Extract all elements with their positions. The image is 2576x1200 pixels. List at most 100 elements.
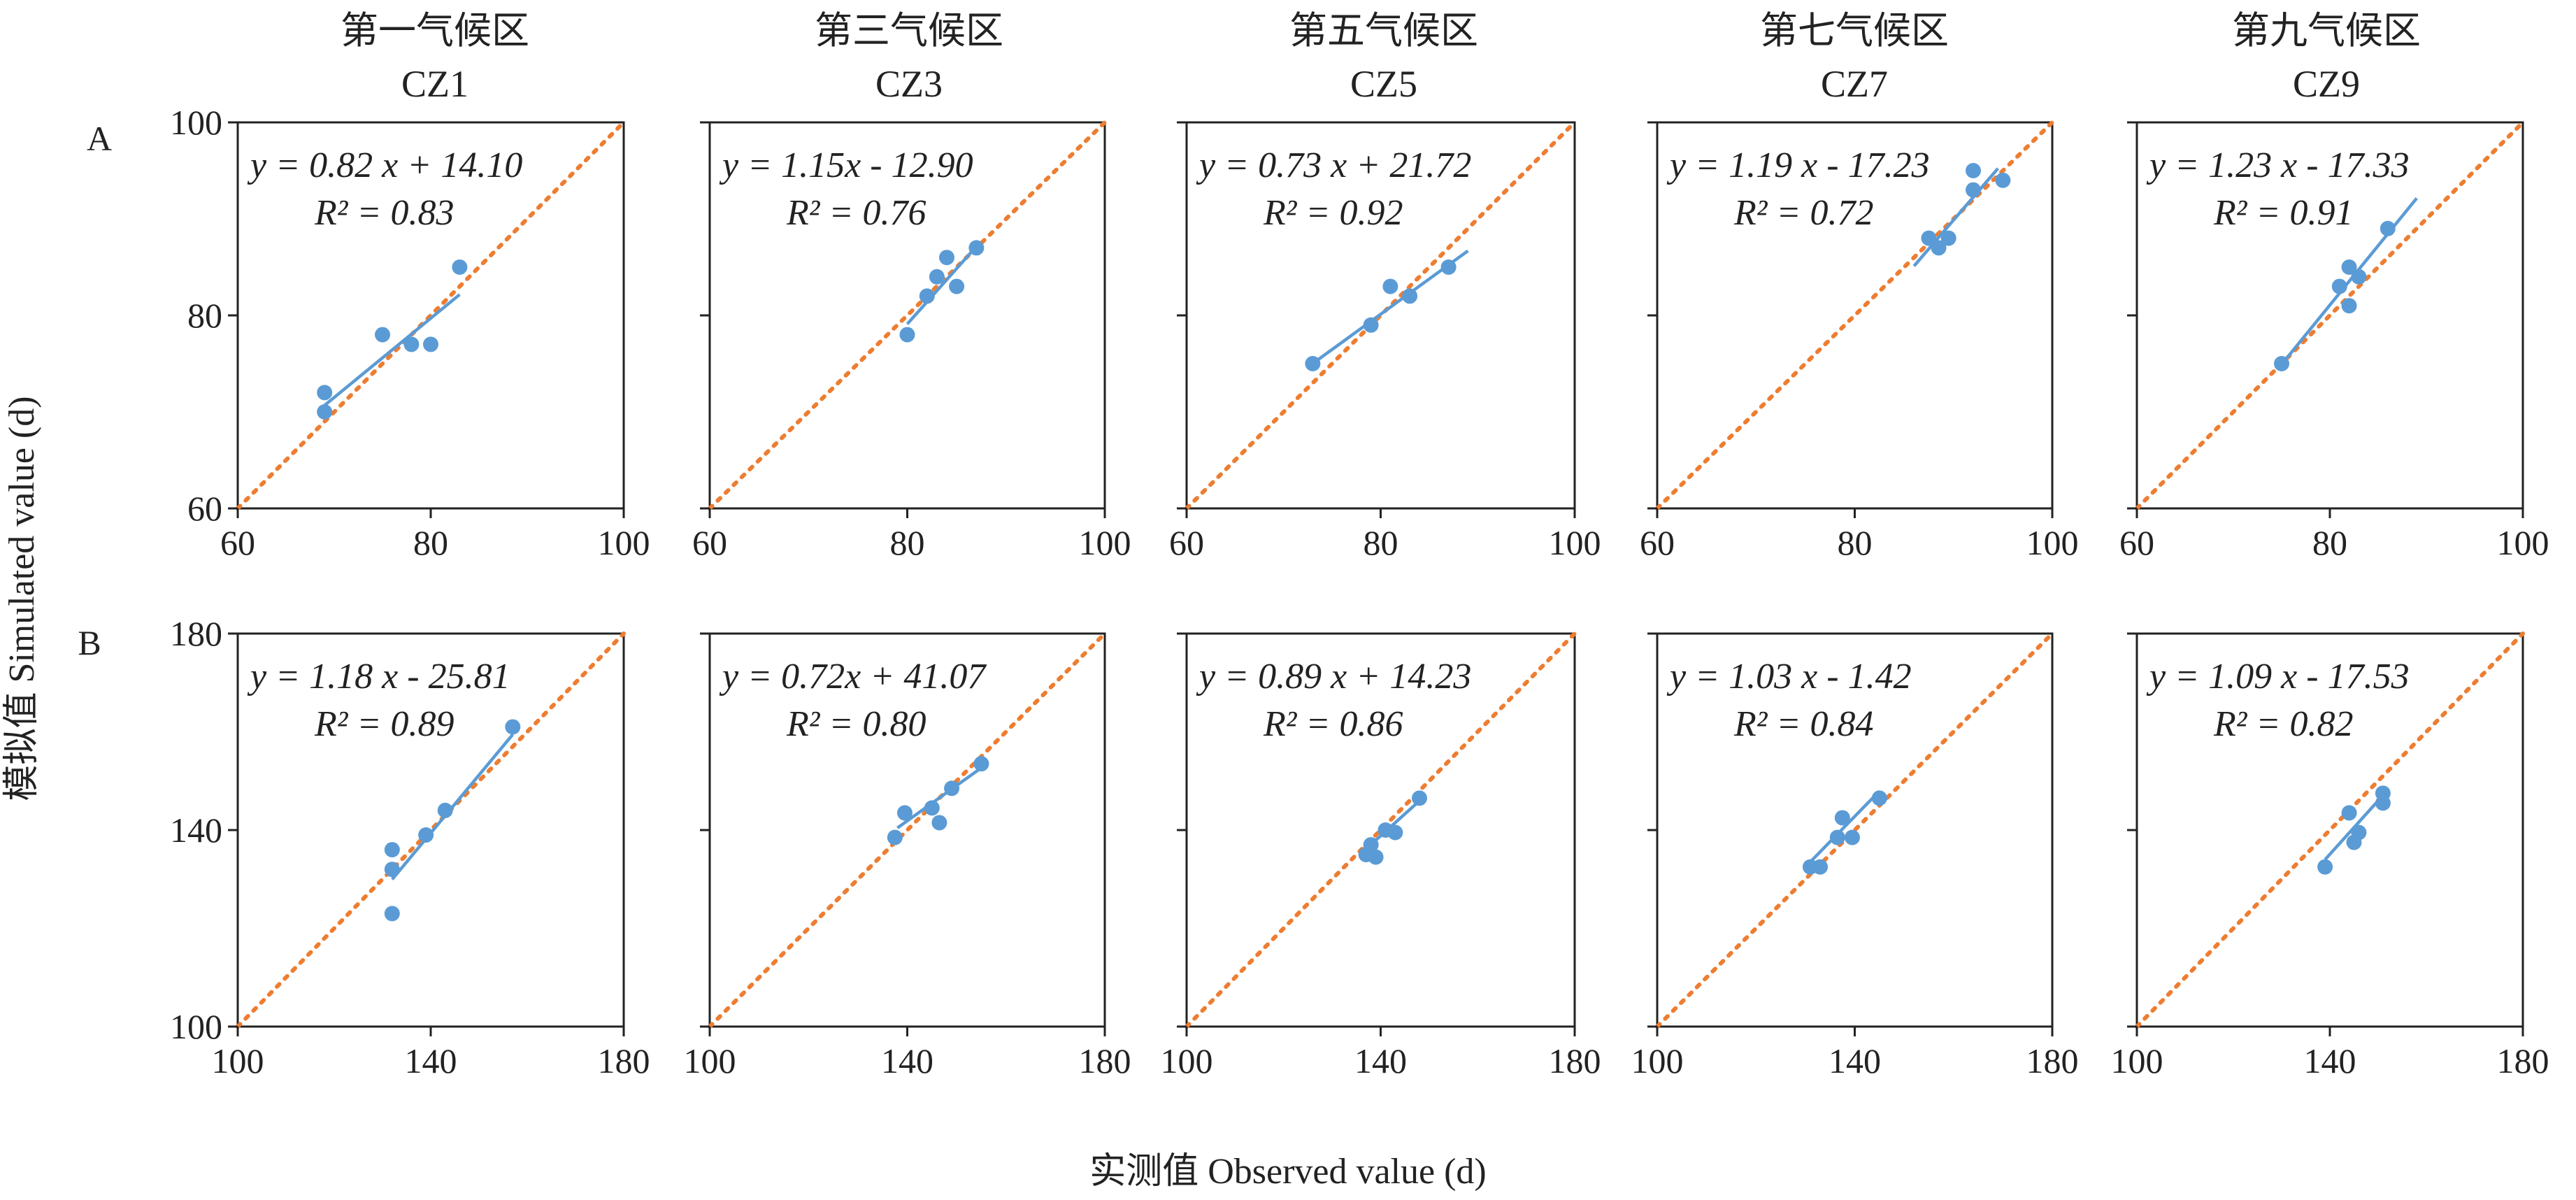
x-tick-label: 100 xyxy=(1549,523,1601,562)
x-tick-label: 180 xyxy=(2497,1041,2549,1080)
data-point xyxy=(2341,805,2357,821)
data-point xyxy=(899,327,915,343)
regression-equation: y = 0.73 x + 21.72 xyxy=(1196,145,1471,185)
one-to-one-line xyxy=(2135,120,2525,510)
column-header-cz1-code: CZ1 xyxy=(401,63,468,105)
column-header-cz5-cn: 第五气候区 xyxy=(1289,10,1478,52)
regression-line xyxy=(1912,167,2000,267)
data-point xyxy=(1829,829,1845,845)
panel-a-cz5: 60 80 100 y = 0.73 x + 21.72 R² = 0.92 xyxy=(1169,120,1601,562)
panel-b-cz7: 100 140 180 y = 1.03 x - 1.42 R² = 0.84 xyxy=(1631,631,2079,1080)
data-point xyxy=(2375,785,2391,801)
x-tick-label: 80 xyxy=(890,523,925,562)
data-point xyxy=(384,842,400,858)
r-squared: R² = 0.82 xyxy=(2213,704,2353,744)
one-to-one-line xyxy=(708,120,1107,510)
regression-equation: y = 0.89 x + 14.23 xyxy=(1196,657,1471,697)
data-point xyxy=(2341,298,2357,314)
regression-equation: y = 0.72x + 41.07 xyxy=(719,657,987,697)
x-tick-label: 180 xyxy=(598,1041,650,1080)
x-tick-label: 100 xyxy=(212,1041,264,1080)
column-header-cz7-code: CZ7 xyxy=(1821,63,1888,105)
regression-equation: y = 1.15x - 12.90 xyxy=(719,145,973,185)
one-to-one-line xyxy=(1185,631,1577,1029)
r-squared: R² = 0.89 xyxy=(314,704,454,744)
regression-equation: y = 1.19 x - 17.23 xyxy=(1666,145,1930,185)
data-point xyxy=(505,719,521,735)
regression-equation: y = 1.18 x - 25.81 xyxy=(247,657,510,697)
data-point xyxy=(1440,259,1457,275)
r-squared: R² = 0.91 xyxy=(2213,193,2353,233)
x-tick-label: 100 xyxy=(598,523,650,562)
one-to-one-line xyxy=(1655,631,2054,1029)
x-tick-label: 60 xyxy=(2119,523,2154,562)
r-squared: R² = 0.80 xyxy=(786,704,926,744)
data-point xyxy=(1363,837,1379,853)
data-point xyxy=(1812,859,1829,875)
one-to-one-line xyxy=(2135,631,2525,1029)
column-header-cz3-cn: 第三气候区 xyxy=(815,10,1003,52)
column-header-cz5-code: CZ5 xyxy=(1350,63,1417,105)
data-point xyxy=(931,815,947,831)
data-point xyxy=(929,269,945,285)
y-tick-label: 60 xyxy=(187,489,222,528)
x-tick-label: 100 xyxy=(1079,523,1131,562)
data-point xyxy=(1931,240,1947,256)
x-tick-label: 60 xyxy=(692,523,727,562)
data-point xyxy=(2380,220,2396,236)
y-axis-title: 模拟值 Simulated value (d) xyxy=(2,396,42,801)
data-point xyxy=(1834,810,1850,826)
x-tick-label: 100 xyxy=(1161,1041,1213,1080)
r-squared: R² = 0.86 xyxy=(1263,704,1403,744)
panel-a-cz7: 60 80 100 y = 1.19 x - 17.23 R² = 0.72 xyxy=(1640,120,2079,562)
regression-equation: y = 1.03 x - 1.42 xyxy=(1666,657,1912,697)
data-point xyxy=(1305,356,1321,371)
column-header-cz1-cn: 第一气候区 xyxy=(341,10,529,52)
data-point xyxy=(1995,172,2011,188)
data-point xyxy=(1966,182,1981,198)
regression-equation: y = 0.82 x + 14.10 xyxy=(247,145,522,185)
x-tick-label: 140 xyxy=(405,1041,457,1080)
panel-a-cz3: 60 80 100 y = 1.15x - 12.90 R² = 0.76 xyxy=(692,120,1131,562)
scatter-panels: 60 80 100 60 80 100 y = 0.82 x + 14.10 R² = 0.8… xyxy=(170,103,2549,1080)
r-squared: R² = 0.92 xyxy=(1263,193,1403,233)
data-point xyxy=(968,240,985,256)
data-point xyxy=(896,805,913,821)
y-tick-label: 100 xyxy=(170,103,222,142)
x-tick-label: 100 xyxy=(684,1041,736,1080)
data-point xyxy=(2331,278,2347,294)
data-point xyxy=(2351,824,2367,841)
x-tick-label: 180 xyxy=(1549,1041,1601,1080)
panel-a-cz9: 60 80 100 y = 1.23 x - 17.33 R² = 0.91 xyxy=(2119,120,2549,562)
row-label-a: A xyxy=(87,119,112,158)
one-to-one-line xyxy=(1655,120,2054,510)
x-tick-label: 140 xyxy=(2304,1041,2356,1080)
data-point xyxy=(919,288,935,304)
r-squared: R² = 0.84 xyxy=(1733,704,1873,744)
data-point xyxy=(2317,859,2333,875)
data-point xyxy=(1412,790,1427,806)
data-point xyxy=(973,756,989,772)
y-tick-label: 140 xyxy=(170,810,222,850)
panel-b-cz9: 100 140 180 y = 1.09 x - 17.53 R² = 0.82 xyxy=(2111,631,2549,1080)
data-point xyxy=(384,862,400,878)
regression-equation: y = 1.23 x - 17.33 xyxy=(2146,145,2410,185)
data-point xyxy=(317,404,333,420)
x-tick-label: 100 xyxy=(2111,1041,2163,1080)
column-header-cz7-cn: 第七气候区 xyxy=(1760,10,1949,52)
regression-line xyxy=(323,293,461,407)
data-point xyxy=(1921,230,1937,246)
data-point xyxy=(2341,259,2357,275)
data-point xyxy=(1402,288,1418,304)
data-point xyxy=(437,802,453,818)
one-to-one-line xyxy=(236,631,626,1029)
y-tick-label: 100 xyxy=(170,1007,222,1046)
data-point xyxy=(944,780,960,797)
data-point xyxy=(1363,317,1379,333)
r-squared: R² = 0.72 xyxy=(1733,193,1873,233)
x-tick-label: 80 xyxy=(413,523,448,562)
x-tick-label: 60 xyxy=(1640,523,1675,562)
data-point xyxy=(949,278,965,294)
data-point xyxy=(452,259,468,275)
